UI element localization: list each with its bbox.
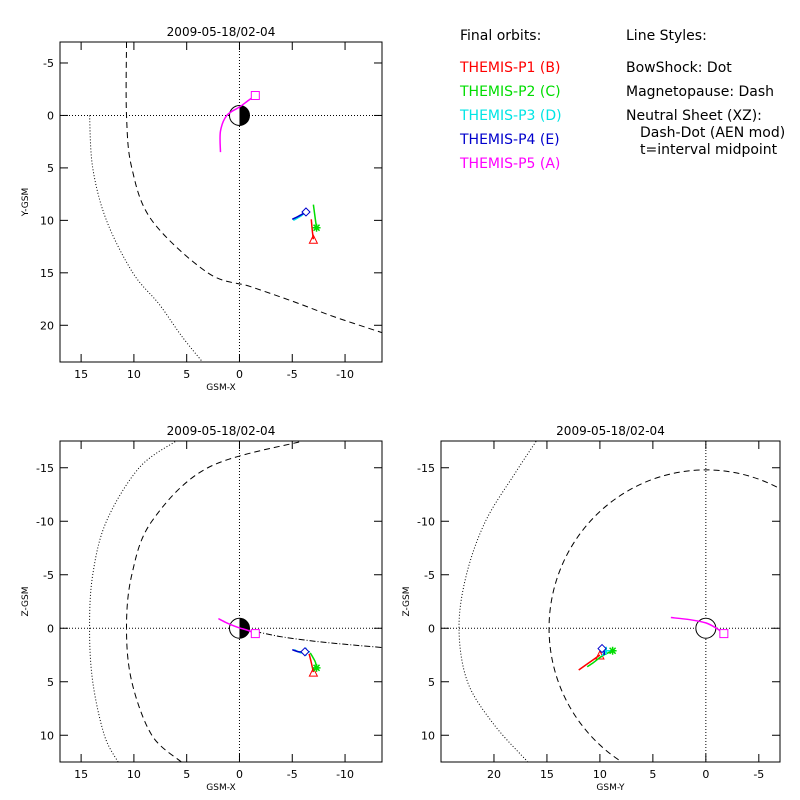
legend-p5: THEMIS-P5 (A) [459,156,560,172]
marker-asterisk [312,663,321,672]
y-tick-label: 10 [421,729,435,742]
x-tick-label: 10 [127,368,141,381]
plot-frame [59,41,383,363]
x-tick-label: 20 [487,768,501,781]
magnetopause-curve [548,469,780,762]
legend-p4: THEMIS-P4 (E) [459,132,560,148]
x-tick-label: 10 [593,768,607,781]
legend-p3: THEMIS-P3 (D) [459,108,562,124]
marker-asterisk [608,646,617,655]
earth-night-side [239,618,250,639]
marker-square [719,629,729,639]
y-axis-label: Z-GSM [402,586,412,616]
plot-area [60,42,382,362]
line-style-bowshock: BowShock: Dot [626,60,732,76]
line-style-midpoint: t=interval midpoint [640,142,778,158]
orbit-themis-p1-b [310,219,315,240]
y-tick-label: -5 [43,57,54,70]
y-tick-label: -10 [417,515,435,528]
x-axis-label: GSM-Y [596,783,625,793]
x-tick-label: -5 [287,768,298,781]
x-tick-label: 0 [236,768,243,781]
plot-xy: 2009-05-18/02-04 15 10 5 0 -5 -10 -5 0 5 10 15 20 GSM… [21,25,383,393]
legend: Final orbits: THEMIS-P1 (B) THEMIS-P2 (C… [459,28,562,172]
x-tick-label: -10 [336,768,354,781]
y-tick-label: 10 [40,729,54,742]
plot-frame [59,440,383,763]
marker-triangle [308,234,319,244]
y-axis-label: Y-GSM [21,188,31,217]
x-tick-label: 10 [127,768,141,781]
x-tick-label: -5 [753,768,764,781]
x-tick-label: 0 [236,368,243,381]
x-tick-label: 15 [540,768,554,781]
orbit-themis-p5-a [219,94,256,153]
orbit-themis-p5-a [218,617,256,635]
y-tick-label: -15 [36,462,54,475]
x-tick-label: 5 [183,368,190,381]
bow-shock-curve [89,441,177,762]
marker-square [250,629,260,639]
y-tick-label: -5 [43,569,54,582]
x-tick-label: -5 [287,368,298,381]
plot-yz: 2009-05-18/02-04 20 15 10 5 0 -5 -15 -10 -5 0 5 10 GS… [402,424,781,793]
legend-p1: THEMIS-P1 (B) [459,60,560,76]
magnetopause-curve [126,441,303,762]
plot-title: 2009-05-18/02-04 [167,424,276,438]
y-tick-label: -5 [424,569,435,582]
line-style-magnetopause: Magnetopause: Dash [626,84,774,100]
marker-triangle [308,667,319,677]
x-tick-label: 15 [74,768,88,781]
x-axis-label: GSM-X [206,383,235,393]
y-tick-label: -10 [36,515,54,528]
plot-title: 2009-05-18/02-04 [556,424,665,438]
y-tick-label: 5 [47,162,54,175]
y-axis-label: Z-GSM [21,586,31,616]
y-tick-label: -15 [417,462,435,475]
bow-shock-curve [89,115,203,362]
legend-header: Final orbits: [460,28,541,44]
plot-title: 2009-05-18/02-04 [167,25,276,39]
plot-area [60,441,382,762]
legend-p2: THEMIS-P2 (C) [459,84,561,100]
marker-asterisk [312,223,321,232]
marker-diamond [301,207,311,217]
line-style-neutral-detail: Dash-Dot (AEN mod) [640,125,785,141]
y-tick-label: 0 [47,109,54,122]
y-tick-label: 20 [40,319,54,332]
bow-shock-curve [458,441,537,762]
y-tick-label: 15 [40,267,54,280]
y-tick-label: 10 [40,214,54,227]
x-tick-label: 5 [649,768,656,781]
marker-square [250,91,260,101]
y-tick-label: 5 [428,676,435,689]
neutral-sheet-curve [255,630,382,649]
orbit-themis-p5-a [670,616,725,635]
line-styles-legend: Line Styles: BowShock: Dot Magnetopause:… [626,28,785,158]
line-style-neutral-sheet: Neutral Sheet (XZ): [626,108,762,124]
y-tick-label: 0 [428,622,435,635]
plot-xz: 2009-05-18/02-04 15 10 5 0 -5 -10 -15 -10 -5 0 5 10 G… [21,424,383,793]
x-axis-label: GSM-X [206,783,235,793]
plot-area [441,441,780,762]
magnetopause-curve [125,42,382,334]
y-tick-label: 5 [47,676,54,689]
line-styles-header: Line Styles: [626,28,707,44]
orbit-themis-p2-c [586,650,613,668]
x-tick-label: 15 [74,368,88,381]
marker-diamond [300,647,310,657]
marker-diamond [597,643,607,654]
y-tick-label: 0 [47,622,54,635]
x-tick-label: 5 [183,768,190,781]
earth-night-side [239,105,250,126]
plot-frame [440,440,781,763]
x-tick-label: -10 [336,368,354,381]
x-tick-label: 0 [702,768,709,781]
